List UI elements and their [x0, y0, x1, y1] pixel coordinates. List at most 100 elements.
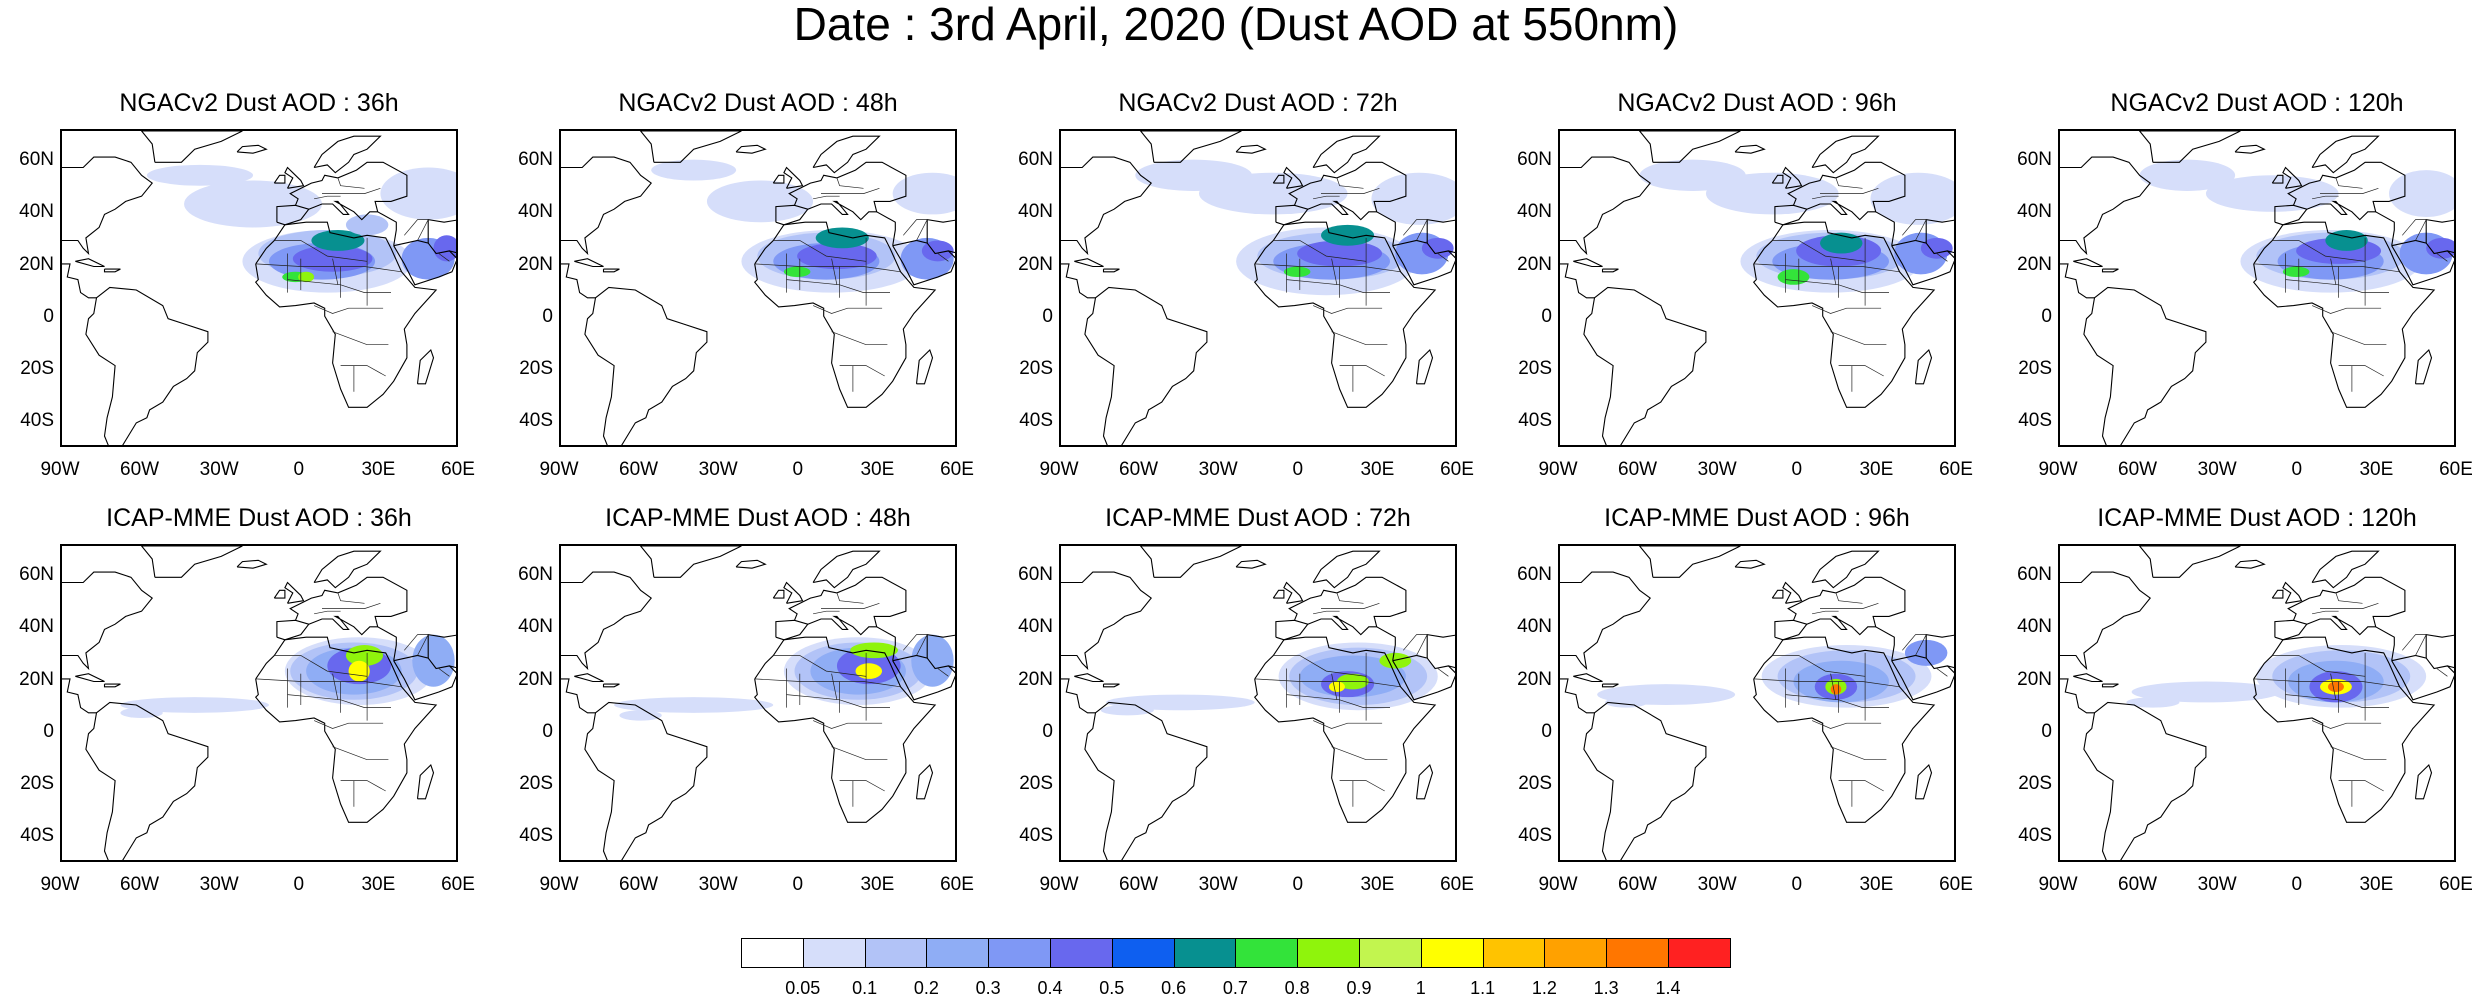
country-border	[1835, 177, 1863, 189]
country-border	[340, 365, 386, 377]
coastline	[1787, 161, 1906, 221]
dust-contour	[433, 235, 456, 262]
dust-contour	[311, 230, 365, 251]
lon-tick-label: 60W	[619, 459, 659, 480]
dust-contour	[1283, 266, 1311, 277]
country-border	[2436, 253, 2448, 262]
coastline	[1811, 550, 1880, 589]
dust-contour	[651, 159, 737, 181]
coastline	[876, 626, 896, 661]
country-border	[332, 258, 339, 285]
dust-contour	[892, 172, 955, 215]
coastline	[1947, 250, 1954, 254]
coastline	[2425, 633, 2454, 659]
country-border	[314, 195, 341, 200]
coastline	[2073, 673, 2103, 683]
country-border	[2402, 219, 2427, 241]
colorbar-swatch	[802, 938, 866, 968]
coastline	[1774, 619, 1808, 641]
coastline	[639, 546, 742, 578]
country-border	[2272, 237, 2366, 262]
coastline	[1253, 221, 1437, 408]
map-svg	[2060, 546, 2454, 860]
coastline	[1601, 683, 1619, 688]
coastline	[289, 161, 408, 221]
coastline	[1376, 211, 1396, 246]
country-border	[773, 652, 867, 677]
coastline	[1235, 559, 1267, 569]
dust-contour	[706, 180, 814, 223]
coastline	[2271, 589, 2284, 599]
coastline	[1752, 636, 1936, 823]
lat-tick-label: 40N	[19, 616, 54, 638]
dust-contour	[783, 266, 811, 277]
coastline	[276, 204, 310, 226]
dust-contour	[120, 707, 163, 719]
lat-tick-label: 60N	[2017, 564, 2052, 586]
coastline	[1275, 619, 1309, 641]
map-panel	[1059, 544, 1457, 862]
lon-tick-label: 30W	[698, 874, 738, 895]
country-border	[1830, 673, 1837, 700]
lat-tick-label: 0	[542, 720, 553, 742]
dust-contour	[380, 167, 456, 220]
country-border	[821, 187, 880, 194]
map-svg	[62, 546, 456, 860]
coastline	[561, 678, 596, 714]
coastline	[284, 166, 305, 189]
country-border	[2312, 195, 2339, 200]
country-border	[1339, 365, 1385, 377]
dust-contour	[2139, 159, 2236, 191]
main-title: Date : 3rd April, 2020 (Dust AOD at 550n…	[793, 0, 1679, 50]
lon-tick-label: 30W	[199, 459, 239, 480]
country-border	[337, 177, 365, 189]
coastline	[602, 683, 620, 688]
coastline	[416, 763, 435, 800]
map-svg	[561, 546, 955, 860]
coastline	[1734, 144, 1766, 154]
dust-contour	[2327, 681, 2344, 692]
coastline	[140, 546, 243, 578]
coastline	[75, 673, 105, 683]
country-border	[1403, 634, 1428, 656]
lat-tick-label: 0	[1042, 720, 1053, 742]
coastline	[1947, 665, 1954, 669]
lat-tick-label: 40N	[19, 201, 54, 223]
country-border	[813, 195, 840, 200]
country-border	[937, 668, 949, 677]
lat-tick-label: 40S	[20, 409, 54, 431]
coastline	[1771, 174, 1784, 184]
coastline	[1448, 665, 1455, 669]
colorbar-swatch	[1050, 938, 1113, 968]
coastline	[1560, 678, 1595, 714]
lon-tick-label: 90W	[539, 459, 579, 480]
coastline	[276, 619, 310, 641]
coastline	[427, 218, 456, 244]
coastline	[1139, 131, 1242, 163]
coastline	[915, 348, 934, 385]
coastline	[313, 135, 382, 174]
coastline	[1415, 763, 1434, 800]
coastline	[1914, 763, 1933, 800]
coastline	[1573, 258, 1603, 268]
country-border	[1902, 219, 1927, 241]
country-border	[1838, 365, 1884, 377]
coastline	[2391, 239, 2454, 286]
lat-tick-label: 40S	[519, 824, 553, 846]
lat-tick-label: 40S	[2018, 409, 2052, 431]
lon-tick-label: 90W	[1039, 459, 1079, 480]
country-border	[2272, 652, 2366, 677]
country-border	[2311, 720, 2382, 729]
lon-tick-label: 30W	[2197, 459, 2237, 480]
coastline	[2282, 581, 2303, 604]
coastline	[1573, 673, 1603, 683]
country-border	[839, 780, 885, 792]
coastline	[561, 263, 596, 299]
coastline	[62, 571, 153, 671]
coastline	[1061, 571, 1152, 671]
country-border	[1437, 668, 1449, 677]
coastline	[1074, 258, 1104, 268]
map-panel	[1558, 544, 1956, 862]
lat-tick-label: 20S	[1518, 357, 1552, 379]
country-border	[831, 673, 838, 700]
